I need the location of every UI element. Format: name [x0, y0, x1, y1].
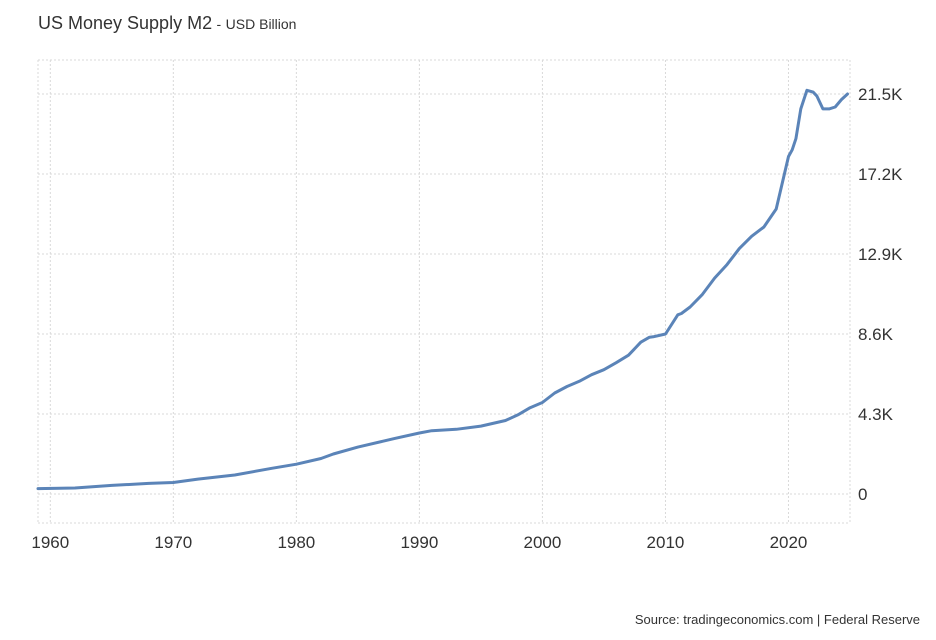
chart-unit-label: USD Billion	[225, 16, 297, 32]
x-tick-label: 1970	[154, 533, 192, 552]
title-separator: -	[216, 16, 222, 32]
x-tick-label: 2020	[770, 533, 808, 552]
x-tick-label: 1980	[277, 533, 315, 552]
y-tick-label: 17.2K	[858, 165, 903, 184]
x-tick-label: 1990	[400, 533, 438, 552]
x-tick-label: 1960	[31, 533, 69, 552]
y-tick-label: 0	[858, 485, 867, 504]
x-tick-label: 2010	[647, 533, 685, 552]
series-layer	[36, 88, 849, 491]
y-axis-tick-labels: 0 4.3K 8.6K 12.9K 17.2K 21.5K	[858, 85, 903, 504]
chart-title: US Money Supply M2	[38, 13, 213, 33]
chart-title-row: US Money Supply M2 - USD Billion	[38, 13, 296, 34]
x-tick-label: 2000	[524, 533, 562, 552]
grid-lines	[37, 59, 851, 524]
x-axis-tick-labels: 1960 1970 1980 1990 2000 2010 2020	[31, 533, 807, 552]
y-tick-label: 12.9K	[858, 245, 903, 264]
series-line-m2	[36, 88, 849, 491]
source-attribution: Source: tradingeconomics.com | Federal R…	[634, 612, 920, 627]
y-tick-label: 8.6K	[858, 325, 894, 344]
y-tick-label: 4.3K	[858, 405, 894, 424]
y-tick-label: 21.5K	[858, 85, 903, 104]
